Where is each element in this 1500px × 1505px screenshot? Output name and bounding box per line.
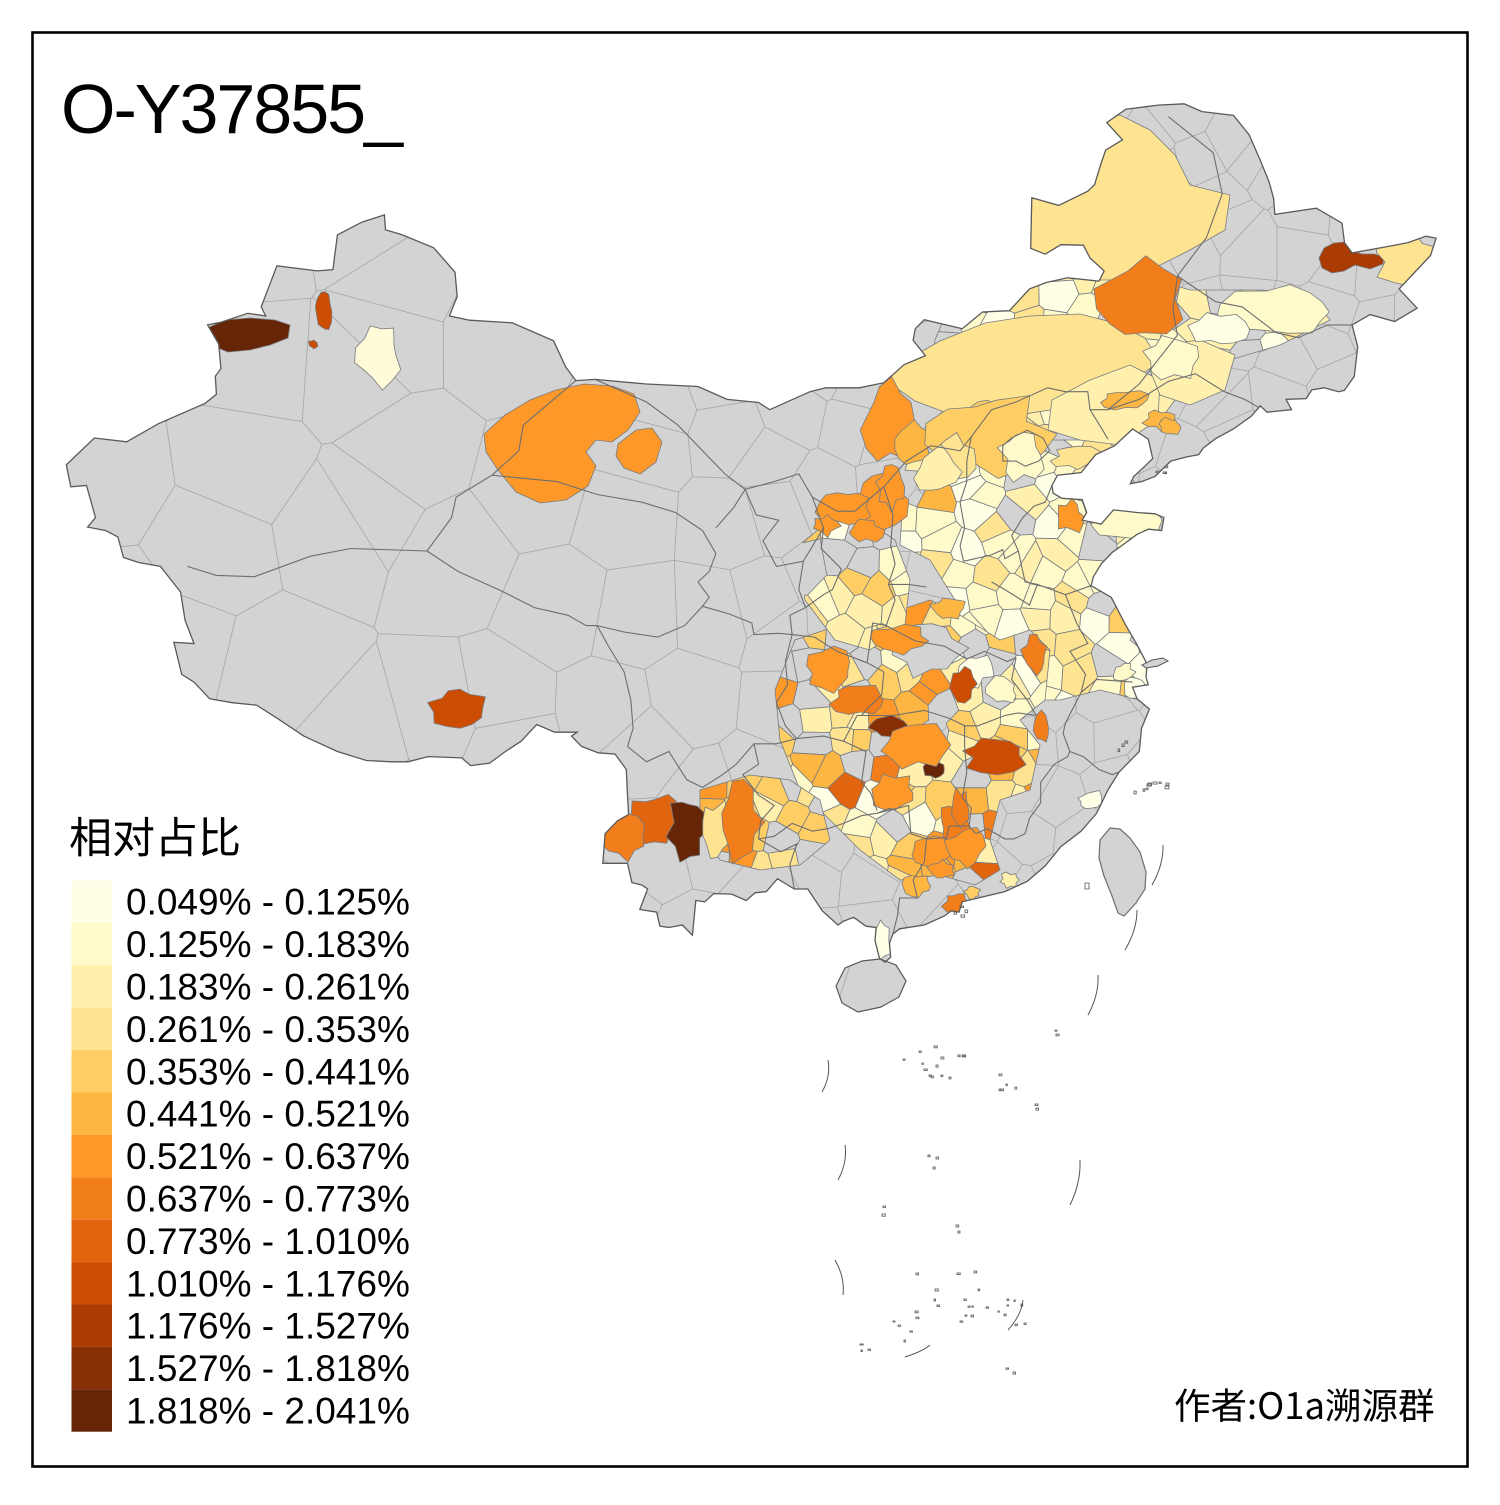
- svg-text:0.521% - 0.637%: 0.521% - 0.637%: [126, 1136, 410, 1177]
- svg-text:0.773% - 1.010%: 0.773% - 1.010%: [126, 1221, 410, 1262]
- svg-text:0.441% - 0.521%: 0.441% - 0.521%: [126, 1094, 410, 1135]
- svg-text:1.527% - 1.818%: 1.527% - 1.818%: [126, 1348, 410, 1389]
- svg-text:0.637% - 0.773%: 0.637% - 0.773%: [126, 1179, 410, 1220]
- svg-text:0.261% - 0.353%: 0.261% - 0.353%: [126, 1009, 410, 1050]
- svg-text:O-Y37855_: O-Y37855_: [61, 70, 404, 148]
- svg-text:0.049% - 0.125%: 0.049% - 0.125%: [126, 882, 410, 923]
- svg-text:0.353% - 0.441%: 0.353% - 0.441%: [126, 1051, 410, 1092]
- svg-text:1.818% - 2.041%: 1.818% - 2.041%: [126, 1391, 410, 1432]
- svg-text:0.125% - 0.183%: 0.125% - 0.183%: [126, 924, 410, 965]
- svg-text:1.176% - 1.527%: 1.176% - 1.527%: [126, 1306, 410, 1347]
- svg-text:0.183% - 0.261%: 0.183% - 0.261%: [126, 967, 410, 1008]
- svg-text:1.010% - 1.176%: 1.010% - 1.176%: [126, 1263, 410, 1304]
